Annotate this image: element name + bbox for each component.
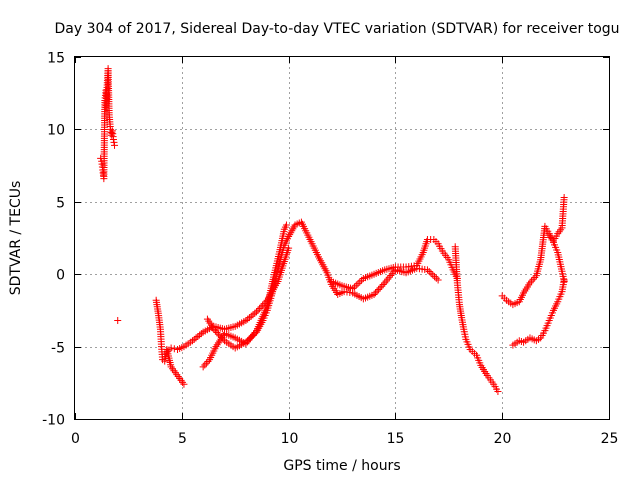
- data-point: [372, 289, 380, 297]
- data-point: [432, 274, 440, 282]
- data-point: [245, 314, 253, 322]
- data-point: [388, 270, 396, 278]
- data-point: [253, 308, 261, 316]
- y-tick-label: 0: [56, 268, 65, 284]
- data-point: [109, 136, 117, 144]
- data-point: [244, 337, 252, 345]
- data-point: [111, 141, 119, 149]
- data-point: [378, 282, 386, 290]
- data-point: [211, 327, 219, 335]
- data-point: [217, 333, 225, 341]
- data-point: [167, 344, 175, 352]
- data-point: [560, 277, 568, 285]
- data-point: [247, 312, 255, 320]
- data-point: [256, 305, 264, 313]
- data-point: [382, 277, 390, 285]
- axis-ticks: [75, 57, 610, 420]
- data-markers: [97, 65, 568, 395]
- x-tick-label: 0: [71, 431, 80, 447]
- data-point: [434, 276, 442, 284]
- plot-frame: [74, 56, 610, 420]
- data-point: [494, 387, 502, 395]
- data-point: [349, 285, 357, 293]
- data-point: [242, 338, 250, 346]
- data-point: [251, 330, 259, 338]
- data-point: [213, 329, 221, 337]
- data-point: [425, 268, 433, 276]
- data-point: [352, 281, 360, 289]
- data-point: [197, 330, 205, 338]
- data-point: [190, 335, 198, 343]
- data-point: [192, 334, 200, 342]
- data-point: [427, 269, 435, 277]
- data-point: [242, 317, 250, 325]
- data-point: [199, 363, 207, 371]
- data-point: [114, 317, 122, 325]
- data-point: [245, 335, 253, 343]
- data-point: [354, 280, 362, 288]
- x-tick-labels: 0 5 10 15 20 25: [71, 431, 618, 447]
- data-point: [431, 273, 439, 281]
- y-tick-label: 10: [47, 123, 65, 139]
- data-point: [375, 286, 383, 294]
- data-point: [560, 193, 568, 201]
- data-point: [201, 361, 209, 369]
- data-point: [259, 301, 267, 309]
- data-point: [384, 275, 392, 283]
- data-point: [376, 284, 384, 292]
- grid: [75, 57, 609, 419]
- data-point: [379, 281, 387, 289]
- data-point: [531, 273, 539, 281]
- data-point: [251, 309, 259, 317]
- x-tick-label: 25: [601, 431, 619, 447]
- y-tick-label: -10: [42, 413, 65, 429]
- data-point: [196, 331, 204, 339]
- data-point: [188, 337, 196, 345]
- data-point: [358, 276, 366, 284]
- y-tick-labels: -10 -5 0 5 10 15: [42, 51, 65, 429]
- data-point: [381, 279, 389, 287]
- y-tick-label: 15: [47, 51, 65, 67]
- data-point: [282, 221, 290, 229]
- chart-title: Day 304 of 2017, Sidereal Day-to-day VTE…: [54, 21, 619, 37]
- data-point: [219, 335, 227, 343]
- data-point: [350, 283, 358, 291]
- data-point: [528, 277, 536, 285]
- data-point: [210, 325, 218, 333]
- data-point: [202, 359, 210, 367]
- data-point: [249, 331, 257, 339]
- data-point: [204, 357, 212, 365]
- data-point: [214, 330, 222, 338]
- data-point: [110, 138, 118, 146]
- data-point: [249, 311, 257, 319]
- data-point: [356, 278, 364, 286]
- data-point: [244, 315, 252, 323]
- data-point: [257, 303, 265, 311]
- data-point: [529, 275, 537, 283]
- data-point: [216, 332, 224, 340]
- x-tick-label: 10: [281, 431, 299, 447]
- x-tick-label: 20: [494, 431, 512, 447]
- y-tick-label: -5: [51, 341, 65, 357]
- x-tick-label: 5: [178, 431, 187, 447]
- data-point: [429, 271, 437, 279]
- data-point: [423, 266, 431, 274]
- data-point: [373, 287, 381, 295]
- data-point: [194, 332, 202, 340]
- data-point: [526, 279, 534, 287]
- y-tick-label: 5: [56, 196, 65, 212]
- data-point: [370, 290, 378, 298]
- data-point: [247, 333, 255, 341]
- x-tick-label: 15: [387, 431, 405, 447]
- data-point: [387, 271, 395, 279]
- data-point: [180, 380, 188, 388]
- y-axis-label: SDTVAR / TECUs: [8, 181, 24, 296]
- x-axis-label: GPS time / hours: [283, 458, 400, 474]
- data-point: [254, 306, 262, 314]
